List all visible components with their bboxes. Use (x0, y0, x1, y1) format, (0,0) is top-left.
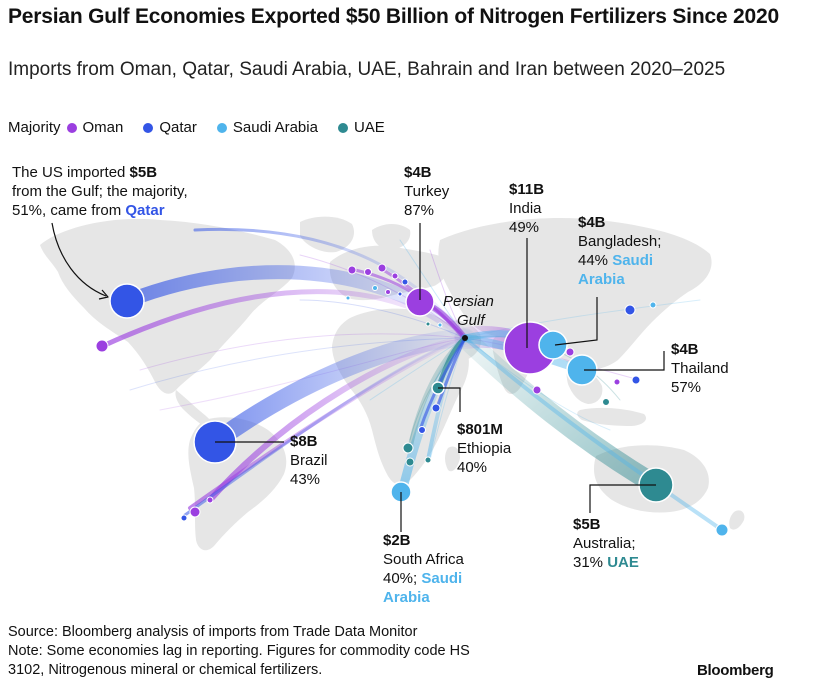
australia-share: 31% (573, 554, 604, 571)
source-line1: Source: Bloomberg analysis of imports fr… (8, 624, 418, 640)
ethiopia-annotation: $801M Ethiopia 40% (457, 420, 511, 477)
south-africa-majority-2: Arabia (383, 589, 430, 606)
brazil-amount: $8B (290, 433, 318, 450)
brazil-country: Brazil (290, 452, 328, 469)
us-majority-country: Qatar (125, 202, 165, 219)
south-africa-majority-1: Saudi (421, 570, 463, 587)
leader-lines (51, 222, 665, 532)
south-africa-share: 40%; (383, 570, 418, 587)
legend-oman-label: Oman (82, 119, 124, 136)
minor-destination-dots (95, 263, 729, 537)
ethiopia-amount: $801M (457, 421, 503, 438)
turkey-share: 87% (404, 202, 435, 219)
legend-qatar-label: Qatar (159, 119, 197, 136)
thailand-amount: $4B (671, 341, 699, 358)
bloomberg-logo: Bloomberg (697, 662, 774, 679)
south-africa-country: South Africa (383, 551, 464, 568)
ethiopia-country: Ethiopia (457, 440, 512, 457)
legend-item-saudi: Saudi Arabia (216, 119, 318, 136)
india-annotation: $11B India 49% (509, 180, 544, 237)
thailand-country: Thailand (671, 360, 729, 377)
us-line2: from the Gulf; the majority, (12, 183, 188, 200)
us-bubble (109, 283, 145, 319)
source-line3: 3102, Nitrogenous mineral or chemical fe… (8, 662, 323, 678)
south-africa-annotation: $2B South Africa 40%; Saudi Arabia (383, 531, 464, 607)
legend-uae-label: UAE (353, 119, 385, 136)
turkey-amount: $4B (404, 164, 432, 181)
legend-item-uae: UAE (337, 119, 385, 136)
source-note: Source: Bloomberg analysis of imports fr… (8, 623, 648, 680)
india-amount: $11B (509, 181, 545, 198)
turkey-country: Turkey (404, 183, 450, 200)
bangladesh-country: Bangladesh; (578, 233, 662, 250)
persian-gulf-line2: Gulf (457, 312, 485, 329)
australia-amount: $5B (573, 516, 601, 533)
persian-gulf-origin-dot (462, 335, 468, 341)
australia-country: Australia; (573, 535, 636, 552)
thailand-share: 57% (671, 379, 702, 396)
legend-item-qatar: Qatar (143, 119, 197, 136)
uae-dot-icon (337, 122, 348, 133)
legend-item-oman: Oman (66, 119, 124, 136)
brazil-annotation: $8B Brazil 43% (290, 432, 328, 489)
ethiopia-share: 40% (457, 459, 488, 476)
persian-gulf-label: Persian Gulf (443, 292, 494, 330)
world-map (40, 216, 745, 551)
us-line3: 51%, came from (12, 202, 126, 219)
us-annotation: The US imported $5B from the Gulf; the m… (12, 163, 188, 220)
us-prefix: The US imported (12, 164, 130, 181)
legend-label: Majority (8, 119, 61, 136)
bangladesh-majority-2: Arabia (578, 271, 625, 288)
india-country: India (509, 200, 542, 217)
qatar-dot-icon (143, 122, 154, 133)
india-share: 49% (509, 219, 540, 236)
saudi-dot-icon (216, 122, 227, 133)
chart-title: Persian Gulf Economies Exported $50 Bill… (8, 5, 779, 28)
bangladesh-annotation: $4B Bangladesh; 44% Saudi Arabia (578, 213, 661, 289)
source-line2: Note: Some economies lag in reporting. F… (8, 643, 470, 659)
chart-subtitle: Imports from Oman, Qatar, Saudi Arabia, … (8, 59, 726, 80)
bangladesh-share: 44% (578, 252, 609, 269)
us-amount: $5B (129, 164, 158, 181)
south-africa-amount: $2B (383, 532, 411, 549)
persian-gulf-line1: Persian (443, 293, 494, 310)
bangladesh-majority-1: Saudi (612, 252, 654, 269)
oman-dot-icon (66, 122, 77, 133)
australia-majority: UAE (607, 554, 639, 571)
turkey-annotation: $4B Turkey 87% (404, 163, 449, 220)
bangladesh-bubble (538, 330, 568, 360)
australia-annotation: $5B Australia; 31% UAE (573, 515, 639, 572)
legend: Majority Oman Qatar Saudi Arabia UAE (8, 119, 399, 136)
legend-saudi-label: Saudi Arabia (232, 119, 318, 136)
thailand-annotation: $4B Thailand 57% (671, 340, 729, 397)
brazil-share: 43% (290, 471, 321, 488)
bangladesh-amount: $4B (578, 214, 606, 231)
